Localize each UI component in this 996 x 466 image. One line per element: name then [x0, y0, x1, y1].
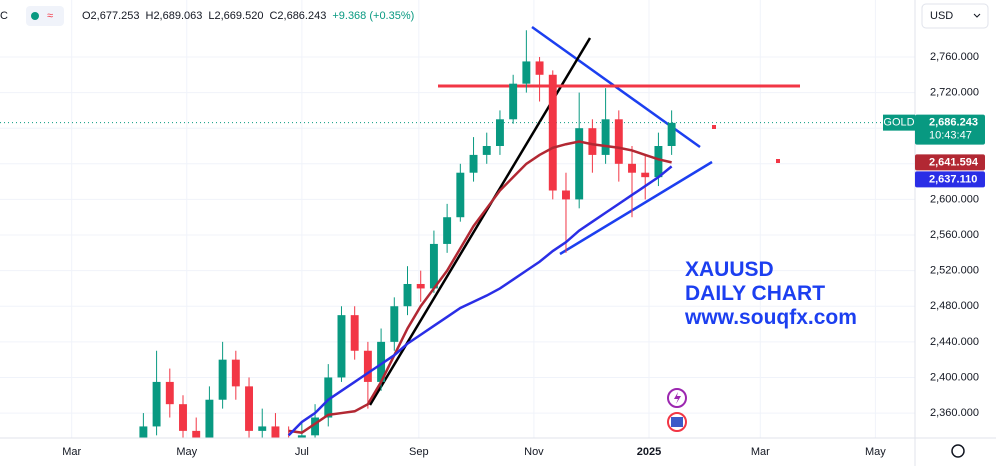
candle-body	[535, 61, 544, 75]
candle-body	[469, 154, 478, 173]
y-tick-label: 2,360.000	[930, 407, 979, 419]
candle-body	[522, 61, 531, 84]
symbol: C	[0, 10, 8, 22]
candle-body	[509, 83, 518, 120]
event-icon-glyph	[674, 392, 681, 404]
candle-body	[495, 119, 504, 146]
candle-body	[390, 306, 399, 342]
candle-body	[245, 386, 253, 431]
ohlc-value: C2,686.243	[269, 10, 326, 22]
candle-body	[416, 283, 425, 289]
ma-tag-value: 2,641.594	[929, 156, 979, 168]
x-tick-label: Mar	[62, 446, 81, 458]
candle-body	[324, 377, 333, 418]
ohlc-value: +9.368 (+0.35%)	[332, 10, 414, 22]
x-tick-label: May	[176, 446, 197, 458]
candle-body	[575, 128, 584, 200]
wave-icon: ≈	[47, 10, 53, 22]
candle-body	[482, 146, 491, 155]
ma-tag	[915, 154, 985, 171]
marker	[776, 159, 780, 163]
y-tick-label: 2,480.000	[930, 300, 979, 312]
y-tick-label: 2,440.000	[930, 336, 979, 348]
x-tick-label: May	[865, 446, 886, 458]
ma-tag-value: 2,637.110	[929, 173, 977, 185]
candle-body	[601, 119, 610, 155]
candle-body	[403, 283, 412, 307]
candle-body	[231, 359, 240, 387]
indicator-buttons[interactable]	[26, 6, 64, 26]
candle-body	[456, 172, 465, 218]
price-tag-value: 2,686.243	[929, 117, 978, 129]
y-tick-label: 2,400.000	[930, 371, 979, 383]
candle-body	[258, 426, 267, 431]
grid	[0, 0, 915, 438]
price-tag-name	[883, 114, 915, 131]
y-tick-label: 2,760.000	[930, 51, 979, 63]
trendline	[559, 160, 713, 256]
candle-body	[179, 404, 187, 431]
annotation: XAUUSD	[685, 258, 774, 281]
currency-button[interactable]	[921, 3, 989, 29]
candle-body	[588, 128, 597, 155]
marker	[712, 125, 716, 129]
y-tick-label: 2,560.000	[930, 229, 979, 241]
moving-average	[288, 140, 672, 434]
status-dot	[31, 12, 39, 20]
moving-average	[287, 165, 673, 437]
ohlc-value: O2,677.253	[82, 10, 140, 22]
currency[interactable]: USD	[930, 10, 953, 22]
candle-body	[614, 119, 623, 164]
candle-body	[165, 381, 174, 405]
candle-body	[377, 341, 386, 382]
candle-body	[548, 74, 557, 191]
candle-body	[152, 381, 161, 427]
y-tick-label: 2,520.000	[930, 265, 979, 277]
y-tick-label: 2,720.000	[930, 86, 979, 98]
candle-body	[443, 217, 452, 244]
price-tag-countdown: 10:43:47	[929, 130, 972, 142]
annotation: DAILY CHART	[685, 282, 825, 305]
plot	[0, 25, 915, 438]
candle-body	[337, 315, 346, 378]
candle-body	[192, 430, 201, 438]
flag-icon	[671, 417, 683, 427]
candle-body	[311, 417, 320, 436]
candle-body	[297, 435, 306, 438]
ohlc-header: O2,677.253 H2,689.063 L2,669.520 C2,686.243…	[82, 10, 414, 22]
candle-body	[205, 399, 214, 438]
candle-body	[628, 163, 636, 173]
x-tick-label: Jul	[295, 446, 309, 458]
y-tick-label: 2,600.000	[930, 193, 979, 205]
candle-body	[363, 350, 372, 382]
price-tag-name-text: GOLD	[883, 117, 914, 129]
dropdown-icon	[973, 13, 981, 18]
price-tag	[915, 114, 985, 145]
x-tick-label: Sep	[409, 446, 429, 458]
candle-body	[641, 172, 650, 178]
candle-body	[271, 426, 280, 438]
candle-body	[350, 315, 359, 351]
x-tick-label: Nov	[524, 446, 544, 458]
ohlc-value: H2,689.063	[146, 10, 203, 22]
ohlc-value: L2,669.520	[208, 10, 263, 22]
candle-body	[139, 426, 148, 438]
x-tick-label: Mar	[751, 446, 770, 458]
candle-body	[218, 359, 227, 400]
settings-icon[interactable]	[951, 444, 965, 458]
axes: 2,360.000 2,400.000 2,440.000 2,480.000 2,52…	[62, 51, 985, 458]
annotation: www.souqfx.com	[684, 306, 857, 329]
candle-body	[654, 146, 663, 178]
ma-tag	[915, 171, 985, 188]
x-tick-label: 2025	[637, 446, 661, 458]
candle-body	[429, 243, 438, 289]
candle-body	[667, 122, 676, 146]
candle-body	[562, 190, 570, 200]
